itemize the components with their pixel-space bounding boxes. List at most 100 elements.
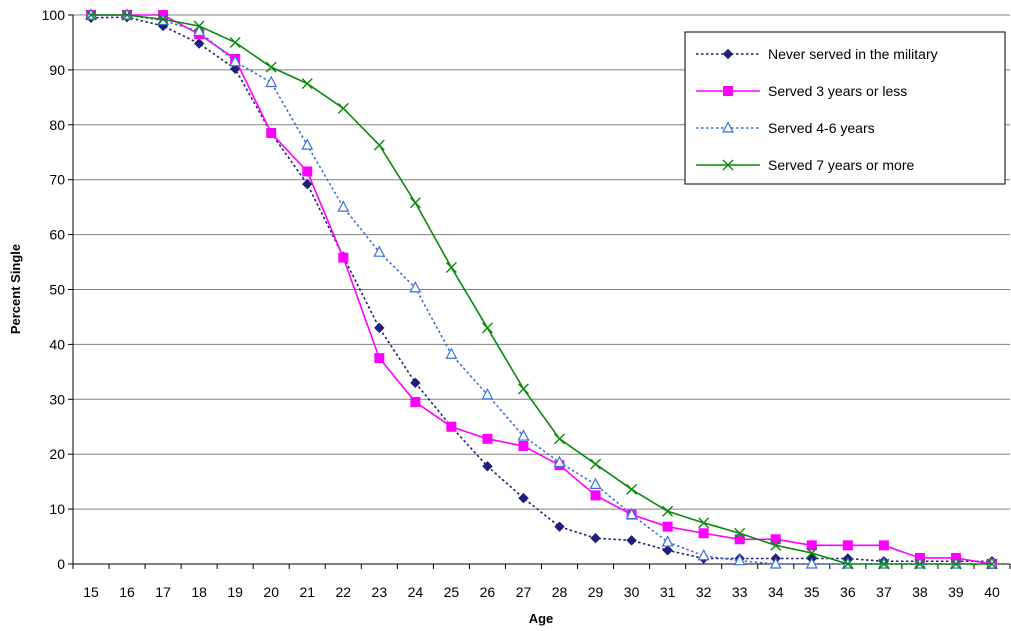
- data-point: [914, 558, 926, 570]
- data-point: [518, 440, 529, 451]
- x-tick-label: 27: [516, 584, 532, 600]
- y-tick-label: 80: [49, 117, 65, 133]
- data-point: [842, 558, 854, 570]
- x-tick-label: 29: [588, 584, 604, 600]
- data-point: [769, 557, 782, 569]
- series-line: [91, 14, 993, 565]
- y-tick-label: 60: [49, 227, 65, 243]
- data-point: [517, 383, 529, 395]
- series-line: [91, 16, 992, 563]
- y-tick-label: 90: [49, 62, 65, 78]
- data-point: [410, 397, 421, 408]
- x-tick-label: 25: [444, 584, 460, 600]
- x-axis-title: Age: [529, 611, 554, 626]
- data-point: [698, 517, 710, 529]
- data-point: [625, 507, 638, 520]
- legend-item: Served 7 years or more: [696, 157, 914, 173]
- x-tick-label: 26: [480, 584, 496, 600]
- data-point: [590, 458, 602, 470]
- data-point: [373, 245, 386, 257]
- data-point: [302, 166, 313, 177]
- x-tick-label: 15: [83, 584, 99, 600]
- x-tick-label: 33: [732, 584, 748, 600]
- data-point: [337, 200, 350, 212]
- data-point: [445, 347, 458, 359]
- data-point: [193, 20, 205, 32]
- data-point: [374, 322, 385, 334]
- data-point: [85, 9, 97, 21]
- data-point: [734, 527, 746, 539]
- data-point: [229, 36, 241, 48]
- data-point: [878, 558, 890, 570]
- data-point: [770, 539, 782, 551]
- x-tick-label: 36: [840, 584, 856, 600]
- data-point: [590, 490, 601, 501]
- data-point: [805, 557, 818, 569]
- series-line: [91, 14, 992, 565]
- data-point: [554, 521, 565, 532]
- data-point: [806, 540, 817, 551]
- data-point: [553, 455, 566, 468]
- data-point: [229, 54, 242, 67]
- legend-item: Never served in the military: [696, 46, 938, 62]
- data-point: [734, 534, 745, 545]
- data-point: [157, 13, 169, 25]
- x-tick-label: 19: [227, 584, 243, 600]
- x-tick-label: 16: [119, 584, 135, 600]
- data-point: [337, 102, 349, 114]
- data-point: [481, 388, 494, 400]
- legend: Never served in the military Served 3 yea…: [684, 31, 1006, 185]
- legend-marker: [722, 121, 734, 133]
- x-tick-label: 32: [696, 584, 712, 600]
- data-point: [409, 197, 421, 209]
- data-point: [662, 505, 674, 517]
- data-point: [265, 61, 277, 73]
- data-point: [193, 38, 205, 49]
- x-tick-label: 20: [263, 584, 279, 600]
- y-tick-label: 70: [49, 172, 65, 188]
- y-axis-title: Percent Single: [8, 244, 23, 334]
- data-point: [662, 545, 673, 556]
- x-axis-tick-labels: 15 16 17 18 19 20 21 22 23 24 25 26 27 28 29 30 31 32 33 34…: [83, 584, 1000, 600]
- data-point: [733, 553, 746, 566]
- y-tick-label: 50: [49, 282, 65, 298]
- x-tick-label: 34: [768, 584, 784, 600]
- x-tick-label: 38: [912, 584, 928, 600]
- data-point: [986, 558, 998, 570]
- data-point: [481, 322, 493, 334]
- data-point: [374, 353, 385, 364]
- legend-label: Never served in the military: [768, 46, 938, 62]
- y-tick-label: 10: [49, 501, 65, 517]
- data-point: [409, 281, 422, 293]
- legend-marker: [722, 159, 734, 171]
- data-point: [698, 528, 709, 539]
- legend-label: Served 3 years or less: [768, 83, 907, 99]
- x-tick-label: 28: [552, 584, 568, 600]
- data-point: [626, 535, 637, 546]
- y-axis-tick-labels: 0 10 20 30 40 50 60 70 80 90 100: [42, 7, 66, 572]
- data-point: [373, 139, 385, 151]
- x-tick-label: 21: [299, 584, 315, 600]
- data-point: [517, 429, 530, 441]
- data-point: [410, 377, 421, 389]
- data-point: [842, 540, 853, 551]
- x-tick-label: 17: [155, 584, 171, 600]
- y-tick-label: 40: [49, 336, 65, 352]
- data-point: [266, 128, 277, 139]
- legend-label: Served 7 years or more: [768, 157, 914, 173]
- data-point: [446, 421, 457, 432]
- data-point: [589, 477, 602, 489]
- data-point: [193, 24, 206, 37]
- data-point: [806, 547, 818, 559]
- legend-marker: [722, 48, 734, 60]
- data-point: [445, 262, 457, 274]
- data-point: [662, 521, 673, 532]
- series-group: [85, 8, 998, 570]
- data-point: [121, 9, 133, 21]
- data-point: [661, 535, 674, 547]
- x-tick-label: 31: [660, 584, 676, 600]
- x-tick-label: 40: [984, 584, 1000, 600]
- data-point: [697, 548, 710, 561]
- data-point: [770, 534, 781, 545]
